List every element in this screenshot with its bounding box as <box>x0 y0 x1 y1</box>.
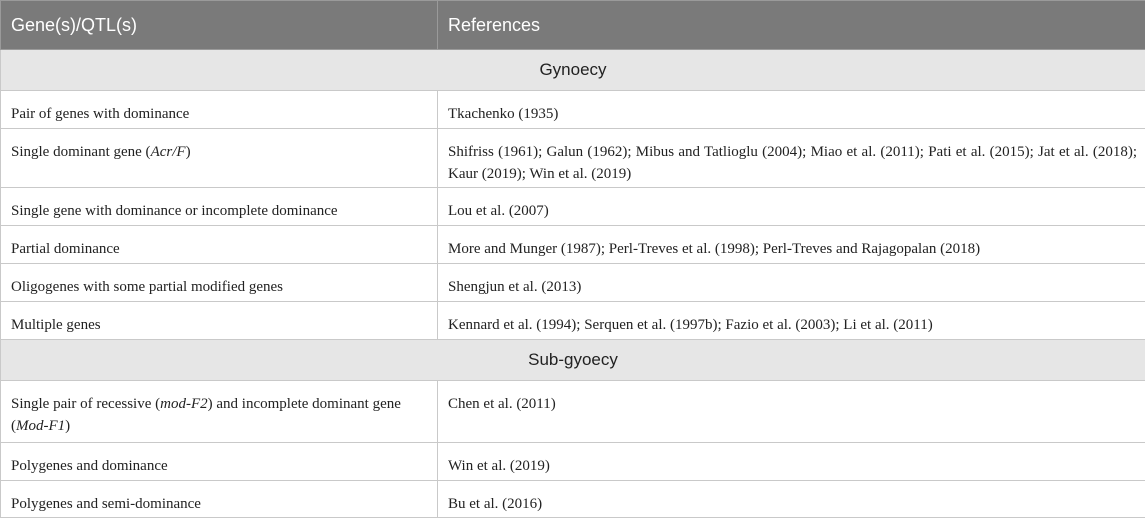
gene-text: Single pair of recessive ( <box>11 396 160 412</box>
section-row-sub-gyoecy: Sub-gyoecy <box>1 340 1145 381</box>
gene-cell: Single dominant gene (Acr/F) <box>1 129 438 188</box>
table-row: Oligogenes with some partial modified ge… <box>1 264 1145 302</box>
table-row: Polygenes and semi-dominance Bu et al. (… <box>1 481 1145 518</box>
gene-cell: Single gene with dominance or incomplete… <box>1 188 438 226</box>
gene-symbol: Mod-F1 <box>16 418 65 434</box>
gene-symbol: mod-F2 <box>160 396 208 412</box>
gene-cell: Single pair of recessive (mod-F2) and in… <box>1 381 438 443</box>
table-row: Partial dominance More and Munger (1987)… <box>1 226 1145 264</box>
references-cell: Shifriss (1961); Galun (1962); Mibus and… <box>438 129 1145 188</box>
table-row: Single pair of recessive (mod-F2) and in… <box>1 381 1145 443</box>
header-references: References <box>438 1 1145 50</box>
section-title: Gynoecy <box>1 50 1145 91</box>
gene-cell: Partial dominance <box>1 226 438 264</box>
header-gene: Gene(s)/QTL(s) <box>1 1 438 50</box>
gene-cell: Polygenes and dominance <box>1 443 438 481</box>
references-cell: Tkachenko (1935) <box>438 91 1145 129</box>
references-cell: More and Munger (1987); Perl-Treves et a… <box>438 226 1145 264</box>
gene-cell: Multiple genes <box>1 302 438 340</box>
gene-cell: Oligogenes with some partial modified ge… <box>1 264 438 302</box>
references-cell: Kennard et al. (1994); Serquen et al. (1… <box>438 302 1145 340</box>
table-row: Single dominant gene (Acr/F) Shifriss (1… <box>1 129 1145 188</box>
references-cell: Chen et al. (2011) <box>438 381 1145 443</box>
gene-cell: Pair of genes with dominance <box>1 91 438 129</box>
table-row: Pair of genes with dominance Tkachenko (… <box>1 91 1145 129</box>
gene-text: ) <box>65 418 70 434</box>
gene-text: Single dominant gene ( <box>11 144 151 160</box>
references-cell: Lou et al. (2007) <box>438 188 1145 226</box>
references-cell: Win et al. (2019) <box>438 443 1145 481</box>
header-row: Gene(s)/QTL(s) References <box>1 1 1145 50</box>
section-title: Sub-gyoecy <box>1 340 1145 381</box>
gene-symbol: Acr/F <box>151 144 186 160</box>
references-cell: Shengjun et al. (2013) <box>438 264 1145 302</box>
table-row: Single gene with dominance or incomplete… <box>1 188 1145 226</box>
table-row: Multiple genes Kennard et al. (1994); Se… <box>1 302 1145 340</box>
section-row-gynoecy: Gynoecy <box>1 50 1145 91</box>
table-row: Polygenes and dominance Win et al. (2019… <box>1 443 1145 481</box>
gene-cell: Polygenes and semi-dominance <box>1 481 438 518</box>
references-cell: Bu et al. (2016) <box>438 481 1145 518</box>
gene-text: ) <box>186 144 191 160</box>
